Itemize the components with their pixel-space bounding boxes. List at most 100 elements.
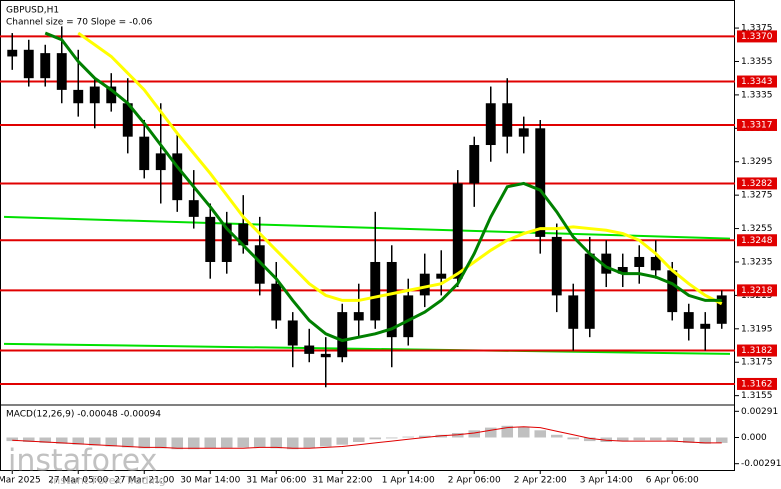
chart-title: GBPUSD,H1 [6,6,59,16]
level-label-box [737,177,777,190]
candle-body [502,103,513,137]
candle-body [403,295,414,338]
macd-bar [6,437,19,442]
candle-body [667,270,678,313]
candle-body [716,295,727,324]
x-tick-label: 3 Apr 14:00 [580,476,633,486]
x-tick-label: 27 Mar 05:00 [48,476,108,486]
y-tick-label: 1.3355 [741,57,773,67]
frame [0,0,735,471]
macd-bar [501,425,514,438]
x-tick-label: 6 Apr 06:00 [646,476,699,486]
y-tick-label: 1.3255 [741,224,773,234]
level-label-box [737,234,777,247]
candle-body [238,223,249,246]
x-tick-label: 31 Mar 06:00 [246,476,306,486]
level-label: 1.3162 [741,379,773,389]
level-label: 1.3218 [741,286,773,296]
candle-body [287,320,298,346]
x-tick-label: 2 Apr 06:00 [448,476,501,486]
candle-body [139,136,150,171]
candle-body [353,312,364,321]
macd-bar [72,437,85,445]
macd-bar [550,434,563,438]
chart-subtitle: Channel size = 70 Slope = -0.06 [6,18,153,28]
macd-bar [286,437,299,450]
candle-body [518,128,529,137]
y-tick-label: 1.3155 [741,391,773,401]
macd-bar [534,430,547,438]
x-tick-label: 27 Mar 21:00 [114,476,174,486]
macd-bar [715,437,728,443]
candle-body [419,273,430,296]
y-tick-label: 1.3175 [741,358,773,368]
level-label: 1.3282 [741,179,773,189]
watermark-brand: instaforex [8,444,157,479]
y-tick-label: 0.000 [741,433,767,443]
candle-body [23,49,34,79]
y-tick-label: 0.00291 [741,407,778,417]
level-label-box [737,377,777,390]
macd-bar [138,437,151,449]
candle-body [683,312,694,329]
candle-body [469,145,480,184]
macd-bar [402,436,415,438]
x-tick-label: 31 Mar 22:00 [312,476,372,486]
macd-bar [666,437,679,442]
macd-bar [303,437,316,449]
candle-body [304,345,315,354]
level-label: 1.3370 [741,32,773,42]
x-tick-label: 2 Apr 22:00 [514,476,567,486]
candle-body [56,53,67,90]
watermark-tagline: Instant Forex Trading [50,474,166,487]
macd-bar [187,437,200,450]
candle-body [106,86,117,104]
x-tick-label: 30 Mar 14:00 [180,476,240,486]
candle-body [40,53,51,79]
candle-body [7,49,18,57]
macd-bar [319,437,332,447]
candle-body [73,89,84,104]
candle-body [568,295,579,329]
candle-body [634,256,645,267]
candle-body [535,128,546,237]
candle-body [584,253,595,329]
candle-body [601,253,612,274]
candle-body [89,86,100,104]
macd-bar [39,437,52,443]
x-tick-label: 25 Mar 2025 [0,476,41,486]
macd-bar [649,437,662,441]
candle-body [700,323,711,329]
macd-bar [88,437,101,446]
macd-bar [517,426,530,438]
channel-line [3,215,731,240]
candle-body [254,245,265,284]
level-label: 1.3317 [741,120,773,130]
moving-average [77,31,723,306]
x-tick-label: 1 Apr 14:00 [382,476,435,486]
level-label: 1.3248 [741,236,773,246]
level-label: 1.3182 [741,346,773,356]
macd-bar [616,437,629,442]
candle-body [436,273,447,279]
y-tick-label: -0.00291 [741,459,781,469]
moving-average [44,31,722,343]
level-label-box [737,344,777,357]
macd-bar [220,437,233,449]
y-tick-label: 1.3195 [741,324,773,334]
candle-body [551,236,562,296]
candle-body [122,103,133,137]
channel-line [3,342,731,355]
macd-bar [468,430,481,438]
macd-bar [682,437,695,443]
candle-body [386,261,397,338]
candle-body [271,283,282,321]
macd-bar [336,437,349,445]
macd-title: MACD(12,26,9) -0.00048 -0.00094 [6,410,161,420]
macd-bar [583,437,596,442]
y-tick-label: 1.3235 [741,257,773,267]
macd-bar [352,437,365,442]
macd-bar [55,437,68,444]
candle-body [337,312,348,358]
